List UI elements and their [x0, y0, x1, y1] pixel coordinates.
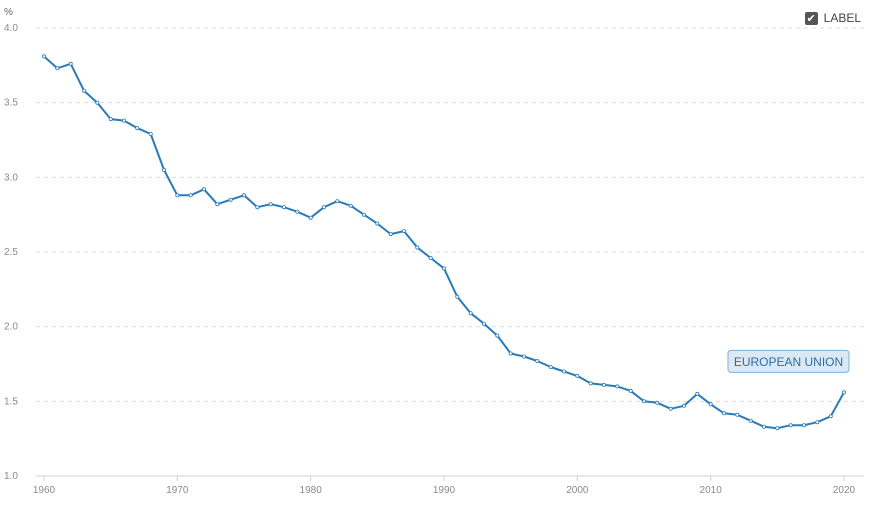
data-point[interactable]: [575, 373, 580, 378]
y-tick-label: 1.0: [4, 471, 18, 482]
data-point[interactable]: [188, 193, 193, 198]
data-point[interactable]: [695, 391, 700, 396]
data-point[interactable]: [255, 205, 260, 210]
data-point[interactable]: [535, 358, 540, 363]
data-point[interactable]: [241, 193, 246, 198]
data-point[interactable]: [708, 402, 713, 407]
data-point[interactable]: [308, 215, 313, 220]
x-tick-label: 1980: [300, 485, 323, 496]
data-point[interactable]: [135, 126, 140, 131]
y-tick-label: 2.0: [4, 322, 18, 333]
axis-layer: 1.0 1.5 2.0 2.5 3.0 3.5 4.0% 1960 1970 1980 1990 20…: [4, 7, 856, 496]
data-point[interactable]: [842, 390, 847, 395]
x-tick-label: 2000: [566, 485, 589, 496]
data-point[interactable]: [68, 61, 73, 66]
label-checkbox-icon[interactable]: ✔: [804, 11, 818, 25]
data-point[interactable]: [348, 203, 353, 208]
data-point[interactable]: [668, 406, 673, 411]
series-label-layer: EUROPEAN UNION: [727, 349, 850, 373]
data-point[interactable]: [375, 221, 380, 226]
data-point[interactable]: [361, 212, 366, 217]
data-point[interactable]: [762, 424, 767, 429]
y-tick-label: 3.5: [4, 98, 18, 109]
x-tick-label: 2010: [700, 485, 723, 496]
x-tick-label: 1990: [433, 485, 456, 496]
data-point[interactable]: [815, 420, 820, 425]
series-label-text: EUROPEAN UNION: [734, 355, 843, 369]
y-tick-label: 4.0: [4, 23, 18, 34]
data-point[interactable]: [562, 369, 567, 374]
data-point[interactable]: [388, 232, 393, 237]
y-axis-unit: %: [4, 7, 13, 18]
data-point[interactable]: [588, 381, 593, 386]
grid-layer: [36, 27, 864, 477]
data-point[interactable]: [655, 400, 660, 405]
x-tick-label: 1960: [33, 485, 56, 496]
data-point[interactable]: [628, 388, 633, 393]
data-point[interactable]: [148, 131, 153, 136]
y-tick-label: 1.5: [4, 396, 18, 407]
data-point[interactable]: [228, 197, 233, 202]
data-point[interactable]: [722, 411, 727, 416]
data-point[interactable]: [495, 333, 500, 338]
label-toggle[interactable]: ✔ LABEL: [804, 8, 861, 28]
data-point[interactable]: [95, 100, 100, 105]
data-point[interactable]: [455, 294, 460, 299]
data-point[interactable]: [281, 205, 286, 210]
data-point[interactable]: [522, 354, 527, 359]
data-point[interactable]: [468, 311, 473, 316]
data-point[interactable]: [642, 399, 647, 404]
x-tick-label: 2020: [833, 485, 856, 496]
data-point[interactable]: [82, 88, 87, 93]
data-point[interactable]: [682, 403, 687, 408]
data-point[interactable]: [481, 321, 486, 326]
x-tick-label: 1970: [166, 485, 189, 496]
data-point[interactable]: [335, 199, 340, 204]
label-toggle-text: LABEL: [823, 11, 861, 25]
data-point[interactable]: [215, 202, 220, 207]
data-point[interactable]: [401, 229, 406, 234]
data-point[interactable]: [828, 414, 833, 419]
data-point[interactable]: [161, 167, 166, 172]
data-point[interactable]: [321, 205, 326, 210]
data-point[interactable]: [295, 209, 300, 214]
data-point[interactable]: [548, 364, 553, 369]
data-point[interactable]: [735, 412, 740, 417]
series-label-box: [727, 349, 850, 373]
data-point[interactable]: [615, 384, 620, 389]
data-point[interactable]: [428, 255, 433, 260]
data-point[interactable]: [201, 187, 206, 192]
data-point[interactable]: [602, 382, 607, 387]
y-tick-label: 3.0: [4, 172, 18, 183]
data-point[interactable]: [268, 202, 273, 207]
data-point[interactable]: [175, 193, 180, 198]
data-point[interactable]: [775, 426, 780, 431]
data-point[interactable]: [802, 423, 807, 428]
series-layer: [42, 54, 847, 431]
data-point[interactable]: [748, 418, 753, 423]
data-point[interactable]: [415, 245, 420, 250]
data-point[interactable]: [55, 66, 60, 71]
data-point[interactable]: [508, 351, 513, 356]
data-point[interactable]: [122, 118, 127, 123]
data-point[interactable]: [788, 423, 793, 428]
data-point[interactable]: [108, 117, 113, 122]
y-tick-label: 2.5: [4, 247, 18, 258]
series-line-european-union[interactable]: [43, 55, 845, 430]
data-point[interactable]: [42, 54, 47, 59]
data-point[interactable]: [441, 266, 446, 271]
